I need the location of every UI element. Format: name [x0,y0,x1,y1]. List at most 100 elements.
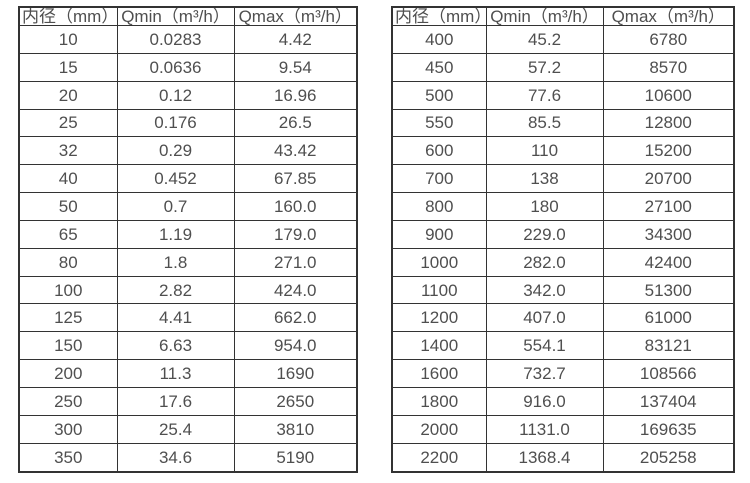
qmin-cell: 0.176 [116,108,235,138]
table-row: 500 77.6 10600 [391,80,735,110]
qmin-cell: 1.8 [116,247,235,277]
diameter-cell: 50 [18,192,118,221]
table-row: 125 4.41 662.0 [18,303,358,333]
qmax-cell: 20700 [602,164,735,194]
qmin-cell: 1.19 [116,219,235,249]
qmin-column-header: Qmin（m³/h） [485,6,604,26]
qmin-cell: 342.0 [485,275,604,305]
table-row: 600 110 15200 [391,136,735,166]
qmax-cell: 16.96 [233,80,358,110]
qmax-cell: 5190 [233,442,358,473]
table-row: 20 0.12 16.96 [18,80,358,110]
qmax-cell: 42400 [602,247,735,277]
table-row: 25 0.176 26.5 [18,108,358,138]
table-row: 300 25.4 3810 [18,414,358,444]
qmax-cell: 2650 [233,386,358,416]
header-row: 内径（mm） Qmin（m³/h） Qmax（m³/h） [391,6,735,26]
qmax-cell: 10600 [602,80,735,110]
qmin-cell: 554.1 [485,331,604,361]
qmax-cell: 4.42 [233,25,358,54]
qmin-cell: 0.452 [116,164,235,194]
diameter-cell: 300 [18,414,118,444]
qmax-cell: 9.54 [233,52,358,82]
qmin-cell: 0.29 [116,136,235,166]
qmin-cell: 85.5 [485,108,604,138]
qmin-cell: 110 [485,136,604,166]
qmin-cell: 407.0 [485,303,604,333]
qmax-column-header: Qmax（m³/h） [233,6,358,26]
diameter-cell: 800 [391,192,487,221]
table-row: 550 85.5 12800 [391,108,735,138]
diameter-cell: 550 [391,108,487,138]
diameter-cell: 125 [18,303,118,333]
qmax-cell: 424.0 [233,275,358,305]
qmin-cell: 11.3 [116,359,235,388]
qmax-cell: 43.42 [233,136,358,166]
qmin-cell: 1131.0 [485,414,604,444]
diameter-cell: 1000 [391,247,487,277]
table-row: 150 6.63 954.0 [18,331,358,361]
qmax-column-header: Qmax（m³/h） [602,6,735,26]
qmin-cell: 138 [485,164,604,194]
qmax-cell: 61000 [602,303,735,333]
qmax-cell: 15200 [602,136,735,166]
qmax-cell: 83121 [602,331,735,361]
qmax-cell: 271.0 [233,247,358,277]
diameter-cell: 450 [391,52,487,82]
diameter-column-header: 内径（mm） [391,6,487,26]
qmin-cell: 732.7 [485,359,604,388]
qmax-cell: 137404 [602,386,735,416]
diameter-cell: 400 [391,25,487,54]
diameter-cell: 2200 [391,442,487,473]
flow-spec-table-large-diameters: 内径（mm） Qmin（m³/h） Qmax（m³/h） 400 45.2 6780 45… [391,6,735,473]
table-row: 1200 407.0 61000 [391,303,735,333]
qmin-cell: 916.0 [485,386,604,416]
diameter-cell: 2000 [391,414,487,444]
diameter-column-header: 内径（mm） [18,6,118,26]
header-row: 内径（mm） Qmin（m³/h） Qmax（m³/h） [18,6,358,26]
table-row: 400 45.2 6780 [391,25,735,54]
diameter-cell: 200 [18,359,118,388]
table-row: 450 57.2 8570 [391,52,735,82]
diameter-cell: 80 [18,247,118,277]
diameter-cell: 25 [18,108,118,138]
diameter-cell: 900 [391,219,487,249]
diameter-cell: 1800 [391,386,487,416]
qmax-cell: 205258 [602,442,735,473]
diameter-cell: 350 [18,442,118,473]
table-row: 1100 342.0 51300 [391,275,735,305]
table-row: 700 138 20700 [391,164,735,194]
table-row: 200 11.3 1690 [18,359,358,388]
qmax-cell: 27100 [602,192,735,221]
qmin-cell: 4.41 [116,303,235,333]
qmax-cell: 8570 [602,52,735,82]
qmax-cell: 954.0 [233,331,358,361]
qmax-cell: 34300 [602,219,735,249]
qmin-cell: 180 [485,192,604,221]
qmax-cell: 1690 [233,359,358,388]
qmax-cell: 6780 [602,25,735,54]
diameter-cell: 15 [18,52,118,82]
table-row: 1600 732.7 108566 [391,359,735,388]
table-row: 10 0.0283 4.42 [18,25,358,54]
table-row: 2200 1368.4 205258 [391,442,735,473]
table-row: 1400 554.1 83121 [391,331,735,361]
qmax-cell: 26.5 [233,108,358,138]
diameter-cell: 1200 [391,303,487,333]
diameter-cell: 500 [391,80,487,110]
qmax-cell: 169635 [602,414,735,444]
table-row: 50 0.7 160.0 [18,192,358,221]
table-row: 1000 282.0 42400 [391,247,735,277]
qmax-cell: 3810 [233,414,358,444]
diameter-cell: 250 [18,386,118,416]
diameter-cell: 20 [18,80,118,110]
diameter-cell: 150 [18,331,118,361]
table-body: 400 45.2 6780 450 57.2 8570 500 77.6 10600 550 85.… [391,25,735,473]
table-row: 1800 916.0 137404 [391,386,735,416]
qmin-cell: 0.0636 [116,52,235,82]
table-header-row: 内径（mm） Qmin（m³/h） Qmax（m³/h） [18,6,358,26]
qmax-cell: 160.0 [233,192,358,221]
qmin-cell: 2.82 [116,275,235,305]
table-row: 40 0.452 67.85 [18,164,358,194]
